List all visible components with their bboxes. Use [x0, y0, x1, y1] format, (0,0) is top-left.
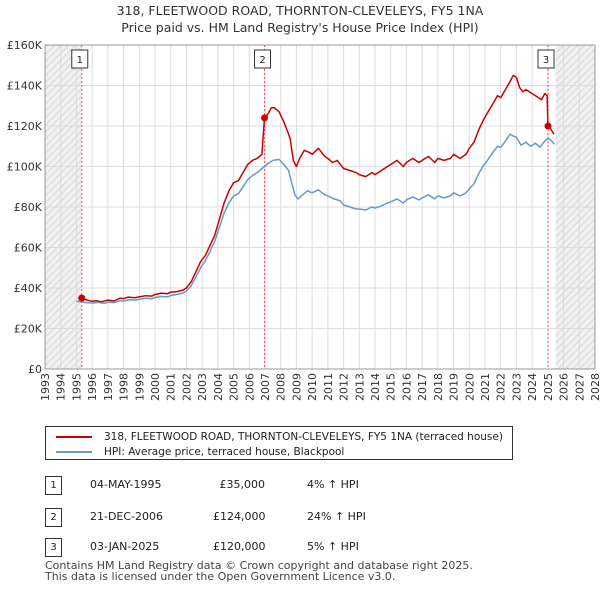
x-tick-label: 1998: [118, 373, 131, 401]
x-tick-label: 2025: [542, 373, 555, 401]
x-tick-label: 2018: [432, 373, 445, 401]
x-tick-label: 2016: [400, 373, 413, 401]
legend-label-property: 318, FLEETWOOD ROAD, THORNTON-CLEVELEYS,…: [104, 430, 503, 443]
x-tick-label: 2000: [149, 373, 162, 401]
sale-marker-label: 3: [543, 55, 549, 66]
footer-copyright: Contains HM Land Registry data © Crown c…: [45, 559, 473, 572]
sale-hpi-change: 4% ↑ HPI: [307, 478, 359, 491]
x-tick-label: 2021: [479, 373, 492, 401]
sale-row: 2 21-DEC-2006 £124,000 24% ↑ HPI: [45, 508, 465, 528]
sale-marker-label: 2: [259, 55, 265, 66]
footer: Contains HM Land Registry data © Crown c…: [45, 560, 473, 582]
x-tick-label: 2028: [589, 373, 600, 401]
y-tick-label: £160K: [7, 39, 43, 52]
x-tick-label: 1995: [70, 373, 83, 401]
x-tick-label: 1999: [133, 373, 146, 401]
x-tick-label: 2027: [573, 373, 586, 401]
sale-marker-box: [71, 49, 89, 69]
y-tick-label: £40K: [14, 282, 43, 295]
y-tick-label: £0: [28, 363, 42, 376]
x-tick-label: 2008: [275, 373, 288, 401]
sale-price: £120,000: [213, 540, 266, 553]
x-tick-label: 2003: [196, 373, 209, 401]
legend-swatch-hpi: [56, 450, 92, 453]
sale-row: 3 03-JAN-2025 £120,000 5% ↑ HPI: [45, 538, 465, 558]
y-tick-label: £80K: [14, 201, 43, 214]
x-tick-label: 2026: [558, 373, 571, 401]
legend-swatch-property: [56, 435, 92, 438]
x-tick-label: 2022: [495, 373, 508, 401]
sale-hpi-change: 5% ↑ HPI: [307, 540, 359, 553]
y-tick-label: £140K: [7, 80, 43, 93]
x-tick-label: 2020: [463, 373, 476, 401]
y-tick-label: £60K: [14, 242, 43, 255]
x-tick-label: 2012: [338, 373, 351, 401]
chart-title: 318, FLEETWOOD ROAD, THORNTON-CLEVELEYS,…: [0, 2, 600, 36]
x-tick-label: 2015: [385, 373, 398, 401]
legend-item-hpi: HPI: Average price, terraced house, Blac…: [56, 444, 344, 459]
legend-item-property: 318, FLEETWOOD ROAD, THORNTON-CLEVELEYS,…: [56, 429, 503, 444]
x-tick-label: 2024: [526, 373, 539, 401]
x-tick-label: 1994: [55, 373, 68, 401]
y-tick-label: £100K: [7, 161, 43, 174]
chart-subtitle-text: Price paid vs. HM Land Registry's House …: [121, 20, 479, 35]
property-price-line: [81, 74, 555, 303]
legend-label-hpi: HPI: Average price, terraced house, Blac…: [104, 445, 345, 458]
x-tick-label: 2011: [322, 373, 335, 401]
x-tick-label: 1996: [86, 373, 99, 401]
sale-point: [78, 294, 86, 302]
sale-price: £124,000: [213, 510, 266, 523]
hpi-line: [76, 133, 555, 305]
x-tick-label: 2004: [212, 373, 225, 401]
x-tick-label: 2010: [306, 373, 319, 401]
x-tick-label: 2017: [416, 373, 429, 401]
x-tick-label: 2002: [180, 373, 193, 401]
x-tick-label: 2013: [353, 373, 366, 401]
x-tick-label: 1997: [102, 373, 115, 401]
sale-number-badge: 3: [45, 538, 62, 557]
price-chart: 1 2 3 £0 £20K £40K £60K £80K £100K £120K £140K £160…: [7, 39, 600, 401]
sale-number-badge: 2: [45, 508, 62, 527]
x-tick-label: 2019: [448, 373, 461, 401]
plot-border: [44, 44, 596, 370]
x-tick-label: 2009: [290, 373, 303, 401]
sale-point: [544, 122, 552, 130]
sale-price: £35,000: [219, 478, 266, 491]
y-tick-label: £20K: [14, 323, 43, 336]
chart-legend: 318, FLEETWOOD ROAD, THORNTON-CLEVELEYS,…: [45, 426, 513, 460]
sale-date: 21-DEC-2006: [90, 510, 164, 523]
sale-marker-box: [537, 49, 555, 69]
sale-marker-label: 1: [77, 55, 83, 66]
x-tick-label: 2005: [228, 373, 241, 401]
sale-hpi-change: 24% ↑ HPI: [307, 510, 366, 523]
sale-marker-box: [254, 49, 272, 69]
sale-row: 1 04-MAY-1995 £35,000 4% ↑ HPI: [45, 476, 465, 496]
y-tick-label: £120K: [7, 120, 43, 133]
x-tick-label: 2001: [165, 373, 178, 401]
x-tick-label: 2007: [259, 373, 272, 401]
x-tick-label: 1993: [39, 373, 52, 401]
sale-number-badge: 1: [45, 476, 62, 495]
x-tick-label: 2023: [510, 373, 523, 401]
x-tick-label: 2014: [369, 373, 382, 401]
sale-date: 04-MAY-1995: [90, 478, 162, 491]
sale-date: 03-JAN-2025: [90, 540, 160, 553]
x-tick-label: 2006: [243, 373, 256, 401]
sale-point: [261, 114, 269, 122]
footer-license: This data is licensed under the Open Gov…: [45, 570, 396, 583]
chart-title-text: 318, FLEETWOOD ROAD, THORNTON-CLEVELEYS,…: [116, 3, 484, 18]
